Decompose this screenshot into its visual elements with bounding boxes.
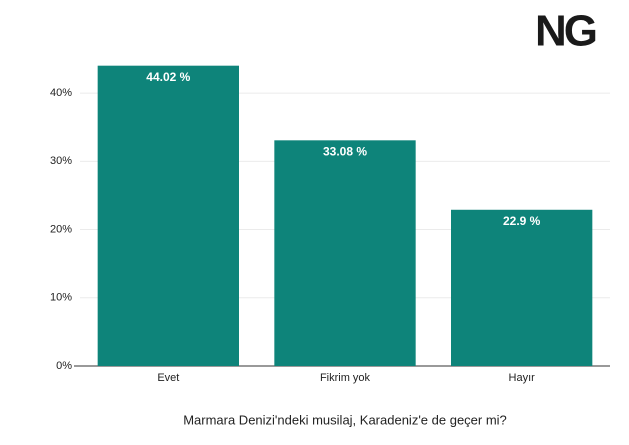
- y-tick-label: 10%: [50, 292, 72, 304]
- logo: NG: [535, 7, 596, 56]
- value-label: 44.02 %: [146, 70, 190, 84]
- x-tick-label: Evet: [157, 372, 179, 384]
- bar: [97, 65, 240, 366]
- value-label: 33.08 %: [323, 144, 367, 158]
- y-tick-label: 30%: [50, 155, 72, 167]
- y-tick-label: 20%: [50, 223, 72, 235]
- bar: [274, 140, 416, 366]
- x-tick-label: Fikrim yok: [320, 372, 371, 384]
- x-axis-title: Marmara Denizi'ndeki musilaj, Karadeniz'…: [183, 412, 507, 427]
- value-label: 22.9 %: [503, 214, 541, 228]
- x-tick-label: Hayır: [509, 372, 536, 384]
- y-tick-label: 40%: [50, 87, 72, 99]
- bar: [451, 209, 593, 366]
- y-tick-label: 0%: [56, 360, 72, 372]
